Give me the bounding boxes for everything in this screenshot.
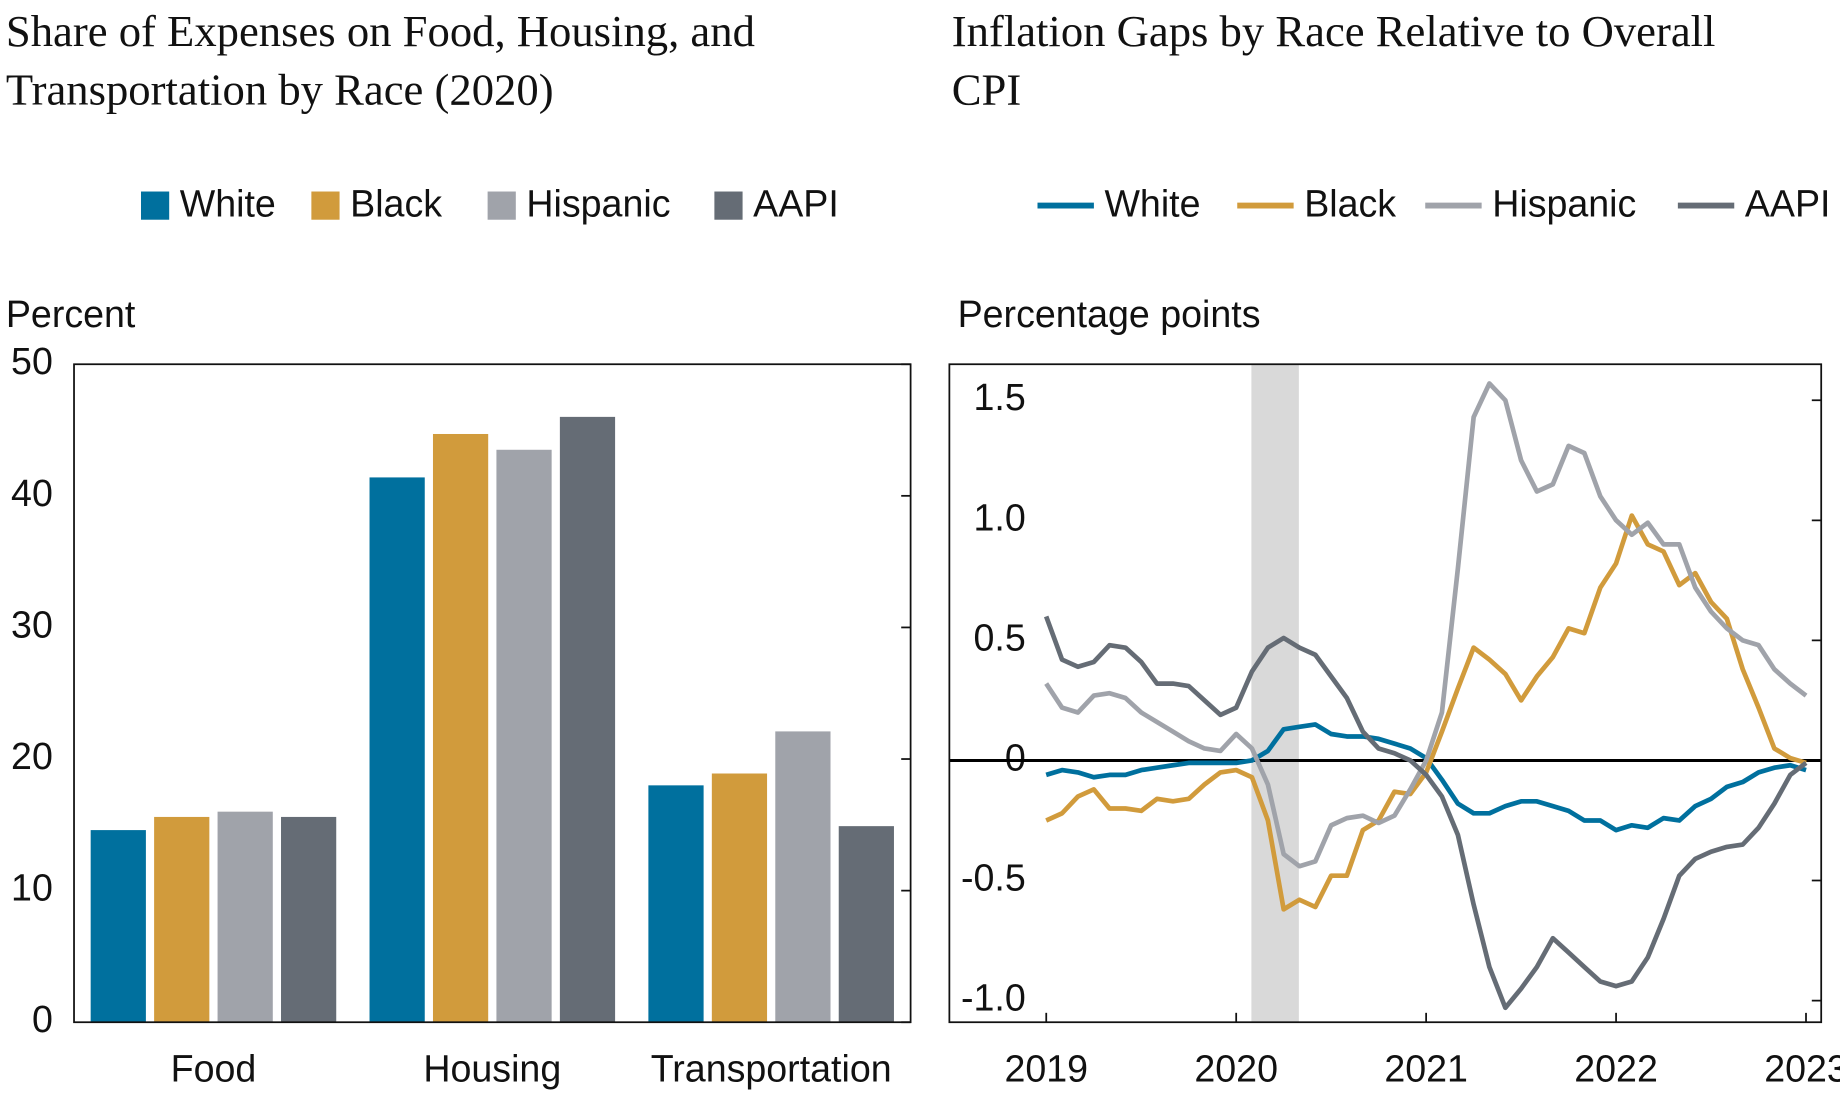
legend-swatch	[311, 191, 340, 220]
y-tick-label: 0.5	[973, 616, 1025, 658]
y-tick-label: 20	[11, 735, 53, 777]
bar	[281, 816, 337, 1023]
x-tick-label: 2023	[1764, 1048, 1840, 1090]
bar	[90, 830, 146, 1023]
bar	[648, 785, 704, 1023]
legend-swatch	[714, 191, 743, 220]
legend-label: Hispanic	[526, 183, 670, 225]
legend-label: Black	[350, 183, 442, 225]
legend-label: Black	[1304, 183, 1396, 225]
y-tick-label: 30	[11, 603, 53, 645]
legend-label: Hispanic	[1492, 183, 1636, 225]
x-tick-label: 2020	[1194, 1048, 1278, 1090]
y-tick-label: 40	[11, 472, 53, 514]
legend-swatch	[487, 191, 516, 220]
line-series	[1043, 615, 1808, 1011]
bar	[369, 477, 425, 1023]
plot-frame	[948, 363, 1823, 1024]
legend-swatch	[140, 191, 170, 220]
x-tick-label: 2022	[1574, 1048, 1658, 1090]
legend-label: White	[180, 183, 276, 225]
plot-frame	[73, 363, 912, 1024]
y-tick-label: 0	[1005, 736, 1026, 778]
bar	[775, 731, 831, 1023]
chart-title: Share of Expenses on Food, Housing, and …	[5, 7, 755, 116]
x-tick-label: Food	[171, 1048, 257, 1090]
x-tick-label: Housing	[423, 1048, 561, 1090]
y-tick-label: -1.0	[961, 977, 1026, 1019]
y-tick-label: 10	[11, 867, 53, 909]
y-axis-label: Percentage points	[958, 293, 1261, 335]
bar	[217, 811, 273, 1023]
bar	[711, 773, 768, 1023]
y-tick-label: 50	[11, 340, 53, 382]
y-axis-label: Percent	[6, 293, 136, 335]
chart-title: Inflation Gaps by Race Relative to Overa…	[951, 7, 1716, 116]
x-tick-label: 2019	[1004, 1048, 1088, 1090]
y-tick-label: 0	[32, 998, 53, 1040]
recession-shade	[1251, 364, 1299, 1023]
bar	[838, 826, 894, 1023]
bar	[432, 433, 489, 1023]
x-tick-label: 2021	[1384, 1048, 1468, 1090]
bar	[496, 449, 552, 1023]
legend-label: AAPI	[1745, 183, 1831, 225]
bar	[559, 416, 616, 1023]
legend-label: White	[1104, 183, 1200, 225]
y-tick-label: -0.5	[961, 856, 1026, 898]
y-tick-label: 1.0	[973, 496, 1025, 538]
y-tick-label: 1.5	[973, 376, 1025, 418]
line-series	[1044, 381, 1808, 869]
x-tick-label: Transportation	[651, 1048, 892, 1090]
bar	[154, 816, 210, 1023]
legend-label: AAPI	[753, 183, 839, 225]
